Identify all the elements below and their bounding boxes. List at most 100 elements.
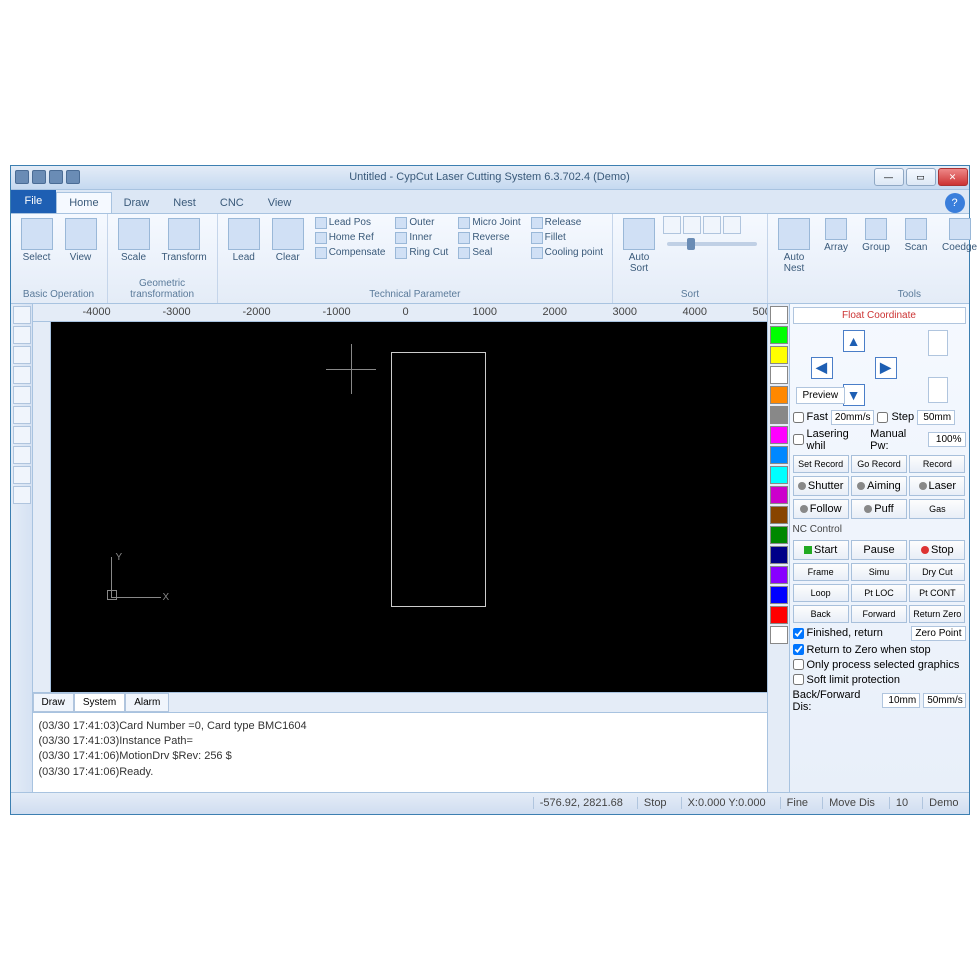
jog-right-button[interactable]: ▶ bbox=[875, 357, 897, 379]
tool-node-icon[interactable] bbox=[13, 326, 31, 344]
layer-swatch[interactable] bbox=[770, 366, 788, 384]
z-up-button[interactable] bbox=[928, 330, 948, 356]
back-button[interactable]: Back bbox=[793, 605, 849, 623]
layer-swatch[interactable] bbox=[770, 506, 788, 524]
tab-alarm-log[interactable]: Alarm bbox=[125, 693, 169, 712]
tab-system-log[interactable]: System bbox=[74, 693, 125, 712]
qat-undo-icon[interactable] bbox=[49, 170, 63, 184]
drycut-button[interactable]: Dry Cut bbox=[909, 563, 965, 581]
qat-save-icon[interactable] bbox=[32, 170, 46, 184]
stop-button[interactable]: Stop bbox=[909, 540, 965, 560]
tool-circle-icon[interactable] bbox=[13, 406, 31, 424]
select-button[interactable]: Select bbox=[17, 216, 57, 265]
ringcut-item[interactable]: Ring Cut bbox=[392, 246, 451, 260]
gas-button[interactable]: Gas bbox=[909, 499, 965, 519]
tool-polygon-icon[interactable] bbox=[13, 426, 31, 444]
qat-icon[interactable] bbox=[15, 170, 29, 184]
tab-draw-log[interactable]: Draw bbox=[33, 693, 74, 712]
fast-checkbox[interactable] bbox=[793, 412, 804, 423]
tab-view[interactable]: View bbox=[256, 193, 304, 213]
scale-button[interactable]: Scale bbox=[114, 216, 154, 265]
ptloc-button[interactable]: Pt LOC bbox=[851, 584, 907, 602]
group-button[interactable]: Group bbox=[858, 216, 894, 255]
array-button[interactable]: Array bbox=[818, 216, 854, 255]
finished-checkbox[interactable] bbox=[793, 628, 804, 639]
qat-redo-icon[interactable] bbox=[66, 170, 80, 184]
puff-button[interactable]: Puff bbox=[851, 499, 907, 519]
help-button[interactable]: ? bbox=[945, 193, 965, 213]
fast-value[interactable]: 20mm/s bbox=[831, 410, 875, 425]
outer-item[interactable]: Outer bbox=[392, 216, 451, 230]
tool-star-icon[interactable] bbox=[13, 446, 31, 464]
step-checkbox[interactable] bbox=[877, 412, 888, 423]
autonest-button[interactable]: Auto Nest bbox=[774, 216, 814, 276]
ptcont-button[interactable]: Pt CONT bbox=[909, 584, 965, 602]
layer-swatch[interactable] bbox=[770, 406, 788, 424]
file-tab[interactable]: File bbox=[11, 189, 57, 213]
microjoint-item[interactable]: Micro Joint bbox=[455, 216, 523, 230]
shutter-button[interactable]: Shutter bbox=[793, 476, 849, 496]
z-down-button[interactable] bbox=[928, 377, 948, 403]
leadpos-item[interactable]: Lead Pos bbox=[312, 216, 389, 230]
frame-button[interactable]: Frame bbox=[793, 563, 849, 581]
inner-item[interactable]: Inner bbox=[392, 231, 451, 245]
autosort-button[interactable]: Auto Sort bbox=[619, 216, 659, 276]
simu-button[interactable]: Simu bbox=[851, 563, 907, 581]
forward-button[interactable]: Forward bbox=[851, 605, 907, 623]
tab-draw[interactable]: Draw bbox=[112, 193, 162, 213]
step-value[interactable]: 50mm bbox=[917, 410, 955, 425]
follow-button[interactable]: Follow bbox=[793, 499, 849, 519]
sort-nav-next-icon[interactable] bbox=[703, 216, 721, 234]
layer-swatch[interactable] bbox=[770, 306, 788, 324]
preview-button[interactable]: Preview bbox=[796, 387, 846, 404]
backfwd-speed[interactable]: 50mm/s bbox=[923, 693, 965, 708]
close-button[interactable]: ✕ bbox=[938, 168, 968, 186]
transform-button[interactable]: Transform bbox=[158, 216, 211, 265]
tab-home[interactable]: Home bbox=[56, 192, 111, 213]
jog-down-button[interactable]: ▼ bbox=[843, 384, 865, 406]
layer-swatch[interactable] bbox=[770, 346, 788, 364]
manualpw-value[interactable]: 100% bbox=[928, 432, 966, 447]
sort-nav-prev-icon[interactable] bbox=[683, 216, 701, 234]
jog-up-button[interactable]: ▲ bbox=[843, 330, 865, 352]
seal-item[interactable]: Seal bbox=[455, 246, 523, 260]
softlimit-checkbox[interactable] bbox=[793, 674, 804, 685]
reverse-item[interactable]: Reverse bbox=[455, 231, 523, 245]
layer-swatch[interactable] bbox=[770, 526, 788, 544]
start-button[interactable]: Start bbox=[793, 540, 849, 560]
layer-swatch[interactable] bbox=[770, 626, 788, 644]
tool-rect-icon[interactable] bbox=[13, 386, 31, 404]
maximize-button[interactable]: ▭ bbox=[906, 168, 936, 186]
laser-button[interactable]: Laser bbox=[909, 476, 965, 496]
view-button[interactable]: View bbox=[61, 216, 101, 265]
onlyselected-checkbox[interactable] bbox=[793, 659, 804, 670]
tab-nest[interactable]: Nest bbox=[161, 193, 208, 213]
layer-swatch[interactable] bbox=[770, 606, 788, 624]
cooling-item[interactable]: Cooling point bbox=[528, 246, 606, 260]
layer-swatch[interactable] bbox=[770, 586, 788, 604]
tool-arc-icon[interactable] bbox=[13, 366, 31, 384]
sort-slider[interactable] bbox=[667, 242, 757, 246]
tool-pointer-icon[interactable] bbox=[13, 306, 31, 324]
status-movedis-value[interactable]: 10 bbox=[889, 797, 914, 809]
layer-swatch[interactable] bbox=[770, 326, 788, 344]
minimize-button[interactable]: — bbox=[874, 168, 904, 186]
tab-cnc[interactable]: CNC bbox=[208, 193, 256, 213]
tool-line-icon[interactable] bbox=[13, 346, 31, 364]
drawn-rectangle[interactable] bbox=[391, 352, 486, 607]
status-fine[interactable]: Fine bbox=[780, 797, 814, 809]
gorecord-button[interactable]: Go Record bbox=[851, 455, 907, 473]
backfwd-dist[interactable]: 10mm bbox=[882, 693, 920, 708]
aiming-button[interactable]: Aiming bbox=[851, 476, 907, 496]
lasering-checkbox[interactable] bbox=[793, 434, 804, 445]
returnzero-checkbox[interactable] bbox=[793, 644, 804, 655]
pause-button[interactable]: Pause bbox=[851, 540, 907, 560]
layer-swatch[interactable] bbox=[770, 446, 788, 464]
zeropoint-dropdown[interactable]: Zero Point bbox=[911, 626, 966, 641]
lead-button[interactable]: Lead bbox=[224, 216, 264, 265]
setrecord-button[interactable]: Set Record bbox=[793, 455, 849, 473]
returnzero-button[interactable]: Return Zero bbox=[909, 605, 965, 623]
loop-button[interactable]: Loop bbox=[793, 584, 849, 602]
tool-point-icon[interactable] bbox=[13, 486, 31, 504]
layer-swatch[interactable] bbox=[770, 546, 788, 564]
